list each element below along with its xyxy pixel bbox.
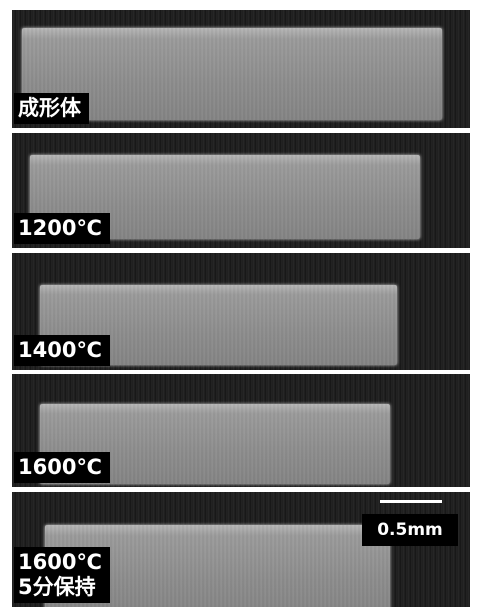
panel-label: 1600℃ 5分保持 [14,547,110,603]
panel-label: 1400℃ [14,335,110,366]
panel-label: 1600℃ [14,452,110,483]
image-panel: 1200℃ [12,133,470,248]
sample-image [22,28,442,120]
image-panel: 1600℃ [12,374,470,487]
label-line: 1600℃ [18,455,102,479]
panel-label: 1200℃ [14,213,110,244]
label-line: 1600℃ [18,550,102,574]
scale-label: 0.5mm [362,514,458,546]
image-panel: 1600℃ 5分保持 [12,492,470,607]
panel-label: 成形体 [14,93,89,124]
scale-bar [380,500,442,503]
label-line: 成形体 [18,96,81,120]
label-line: 5分保持 [18,575,96,599]
image-panel: 成形体 [12,10,470,128]
label-line: 1200℃ [18,216,102,240]
label-line: 1400℃ [18,338,102,362]
image-panel: 1400℃ [12,253,470,370]
